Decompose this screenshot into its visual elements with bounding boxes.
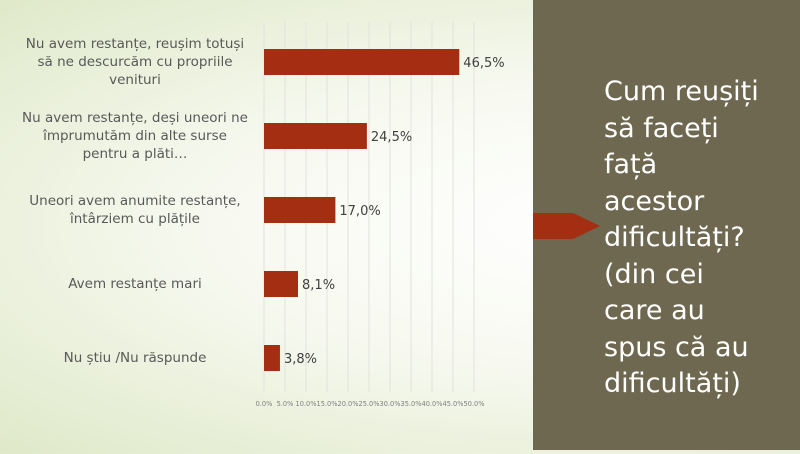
- x-tick-label: 40.0%: [422, 400, 443, 408]
- data-label: 24,5%: [371, 130, 412, 145]
- arrow-icon: [533, 213, 600, 239]
- x-tick-label: 30.0%: [380, 400, 401, 408]
- x-tick-label: 0.0%: [256, 400, 273, 408]
- x-tick-label: 25.0%: [359, 400, 380, 408]
- category-label: Nu știu /Nu răspunde: [63, 350, 207, 366]
- x-tick-label: 45.0%: [443, 400, 464, 408]
- bar: [264, 123, 367, 149]
- bar: [264, 197, 336, 223]
- bar: [264, 49, 460, 75]
- bar-chart: 0.0% 5.0% 10.0% 15.0% 20.0% 25.0% 30.0% 35.0% 40…: [256, 22, 505, 408]
- bar: [264, 345, 280, 371]
- bar: [264, 271, 299, 297]
- category-label: Avem restanțe mari: [68, 276, 202, 292]
- data-label: 46,5%: [463, 56, 504, 71]
- category-label: Uneori avem anumite restanțe, întârziem …: [29, 193, 241, 227]
- data-label: 17,0%: [339, 204, 380, 219]
- data-label: 3,8%: [284, 352, 317, 367]
- category-label: Nu avem restanțe, deși uneori ne împrumu…: [22, 110, 248, 162]
- data-label: 8,1%: [302, 278, 335, 293]
- x-tick-label: 10.0%: [296, 400, 317, 408]
- x-tick-label: 5.0%: [277, 400, 294, 408]
- x-tick-label: 35.0%: [401, 400, 422, 408]
- x-tick-label: 50.0%: [464, 400, 485, 408]
- category-label: Nu avem restanțe, reușim totuși să ne de…: [25, 36, 245, 88]
- x-tick-label: 15.0%: [317, 400, 338, 408]
- chart-area: Nu avem restanțe, reușim totuși să ne de…: [22, 22, 505, 408]
- slide-title: Cum reușiți să faceți față acestor dific…: [604, 76, 759, 399]
- x-tick-label: 20.0%: [338, 400, 359, 408]
